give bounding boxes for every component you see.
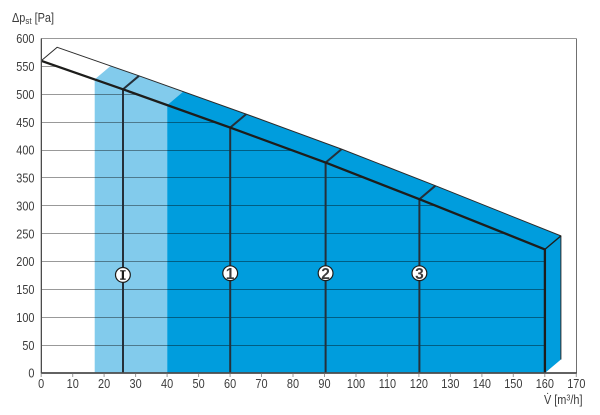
svg-text:80: 80	[287, 376, 299, 391]
svg-text:60: 60	[224, 376, 236, 391]
svg-text:350: 350	[16, 171, 35, 186]
svg-text:50: 50	[22, 338, 34, 353]
svg-text:1: 1	[226, 266, 235, 283]
svg-text:3: 3	[415, 266, 424, 283]
svg-text:30: 30	[130, 376, 142, 391]
svg-text:50: 50	[193, 376, 205, 391]
svg-text:500: 500	[16, 87, 35, 102]
svg-text:Δpst [Pa]: Δpst [Pa]	[12, 10, 54, 26]
svg-text:0: 0	[28, 366, 34, 381]
svg-text:450: 450	[16, 115, 35, 130]
svg-text:0: 0	[38, 376, 44, 391]
svg-text:V̇ [m3/h]: V̇ [m3/h]	[544, 392, 583, 407]
svg-text:110: 110	[379, 376, 397, 391]
svg-text:200: 200	[16, 254, 35, 269]
svg-text:100: 100	[16, 310, 35, 325]
svg-text:150: 150	[16, 282, 35, 297]
svg-text:550: 550	[16, 59, 35, 74]
svg-text:20: 20	[98, 376, 110, 391]
svg-text:130: 130	[441, 376, 460, 391]
svg-text:2: 2	[321, 266, 330, 283]
svg-text:400: 400	[16, 143, 35, 158]
svg-text:40: 40	[161, 376, 173, 391]
svg-text:300: 300	[16, 199, 35, 214]
svg-text:140: 140	[473, 376, 492, 391]
svg-text:250: 250	[16, 226, 35, 241]
svg-text:10: 10	[67, 376, 79, 391]
svg-text:170: 170	[567, 376, 586, 391]
svg-text:90: 90	[318, 376, 330, 391]
svg-text:160: 160	[536, 376, 555, 391]
svg-text:600: 600	[16, 31, 35, 46]
svg-text:70: 70	[255, 376, 267, 391]
svg-text:150: 150	[504, 376, 523, 391]
svg-text:100: 100	[347, 376, 366, 391]
svg-text:120: 120	[410, 376, 429, 391]
